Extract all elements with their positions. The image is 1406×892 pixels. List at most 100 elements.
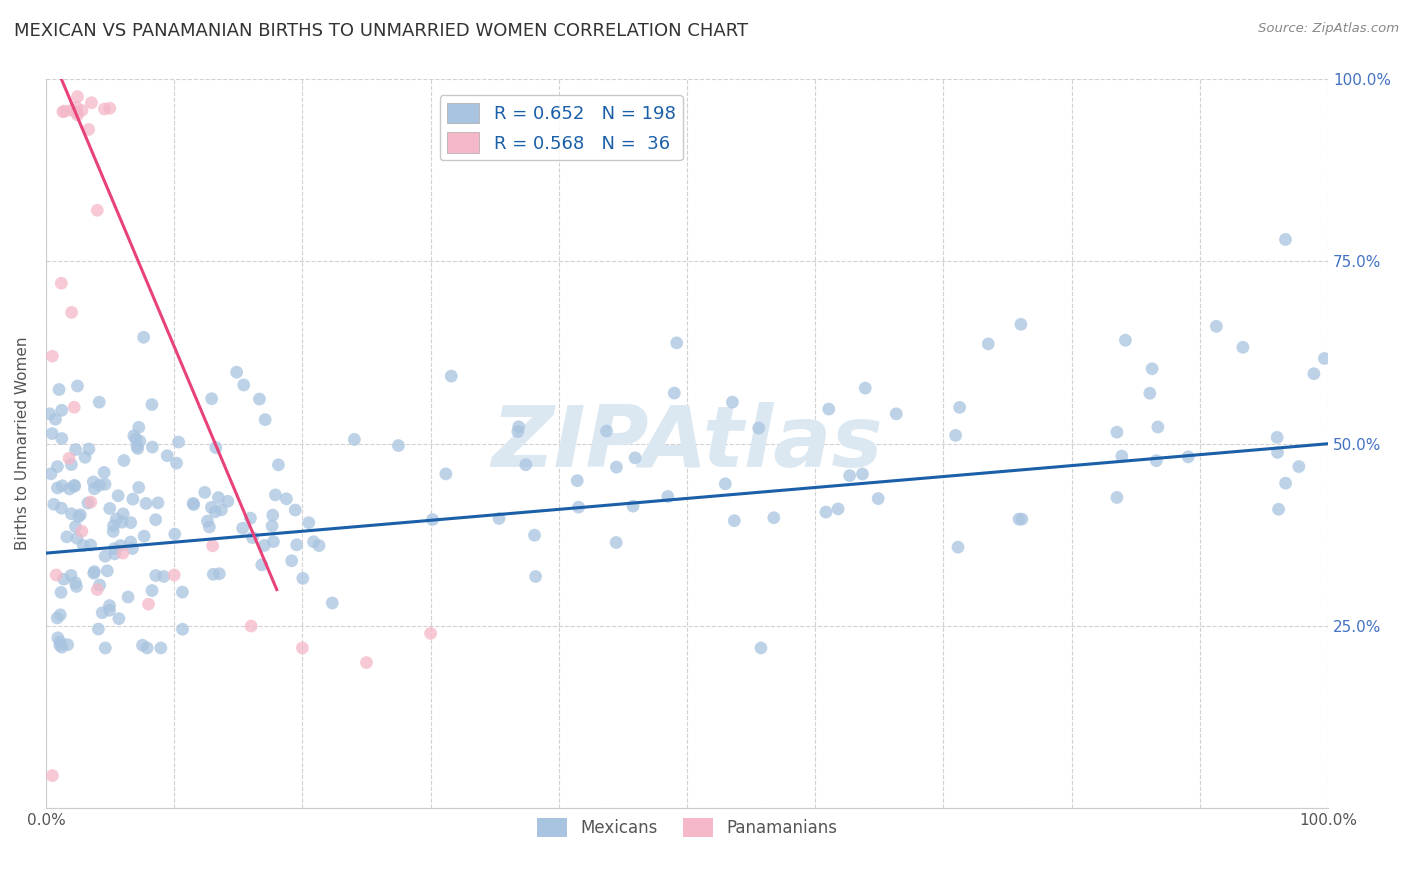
Point — [111, 546, 134, 560]
Point — [1177, 450, 1199, 464]
Point — [77, 496, 100, 510]
Point — [56, 530, 79, 544]
Point — [204, 505, 226, 519]
Point — [343, 433, 366, 447]
Point — [262, 508, 284, 522]
Point — [149, 640, 172, 655]
Point — [488, 511, 510, 525]
Y-axis label: Births to Unmarried Women: Births to Unmarried Women — [15, 337, 30, 550]
Point — [523, 528, 546, 542]
Point — [723, 514, 745, 528]
Point — [239, 511, 262, 525]
Point — [93, 102, 115, 116]
Point — [49, 585, 72, 599]
Point — [44, 412, 66, 426]
Point — [108, 612, 131, 626]
Point — [103, 524, 125, 539]
Point — [232, 521, 254, 535]
Point — [156, 449, 179, 463]
Point — [89, 395, 111, 409]
Point — [72, 539, 94, 553]
Point — [253, 539, 276, 553]
Point — [82, 475, 104, 489]
Point — [225, 365, 247, 379]
Point — [163, 568, 186, 582]
Point — [103, 518, 125, 533]
Point — [853, 381, 876, 395]
Point — [128, 481, 150, 495]
Point — [1111, 449, 1133, 463]
Point — [838, 468, 860, 483]
Point — [111, 515, 134, 529]
Point — [135, 496, 157, 510]
Point — [249, 392, 271, 406]
Point — [63, 401, 86, 415]
Point — [884, 407, 907, 421]
Point — [868, 491, 890, 506]
Point — [146, 496, 169, 510]
Point — [66, 379, 89, 393]
Point — [79, 538, 101, 552]
Point — [201, 392, 224, 406]
Point — [52, 104, 75, 119]
Point — [136, 640, 159, 655]
Point — [83, 566, 105, 581]
Point — [41, 426, 63, 441]
Point — [197, 514, 219, 528]
Point — [949, 401, 972, 415]
Point — [110, 539, 132, 553]
Point — [621, 499, 644, 513]
Point — [51, 479, 73, 493]
Point — [42, 497, 65, 511]
Point — [127, 440, 149, 454]
Point — [240, 619, 263, 633]
Point — [98, 599, 121, 613]
Point — [298, 516, 321, 530]
Point — [83, 482, 105, 496]
Text: ZIPAtlas: ZIPAtlas — [491, 402, 883, 485]
Point — [202, 567, 225, 582]
Point — [172, 622, 194, 636]
Point — [145, 568, 167, 582]
Point — [321, 596, 343, 610]
Point — [56, 638, 79, 652]
Point — [814, 505, 837, 519]
Point — [827, 502, 849, 516]
Point — [1265, 430, 1288, 444]
Point — [120, 535, 142, 549]
Point — [1267, 502, 1289, 516]
Point — [250, 558, 273, 572]
Point — [721, 395, 744, 409]
Point — [595, 424, 617, 438]
Point — [762, 510, 785, 524]
Point — [308, 539, 330, 553]
Point — [714, 476, 737, 491]
Point — [1288, 459, 1310, 474]
Point — [284, 503, 307, 517]
Point — [93, 466, 115, 480]
Point — [201, 539, 224, 553]
Point — [242, 531, 264, 545]
Point — [524, 569, 547, 583]
Point — [94, 549, 117, 564]
Point — [98, 501, 121, 516]
Point — [38, 407, 60, 421]
Point — [128, 434, 150, 449]
Point — [83, 565, 105, 579]
Point — [285, 538, 308, 552]
Point — [51, 501, 73, 516]
Point — [1010, 318, 1032, 332]
Point — [817, 402, 839, 417]
Point — [58, 451, 80, 466]
Point — [419, 626, 441, 640]
Point — [112, 453, 135, 467]
Point — [1114, 333, 1136, 347]
Point — [66, 89, 89, 103]
Point — [181, 496, 204, 510]
Point — [1205, 319, 1227, 334]
Point — [127, 442, 149, 456]
Point — [80, 495, 103, 509]
Point — [749, 640, 772, 655]
Point — [51, 432, 73, 446]
Point — [567, 500, 589, 515]
